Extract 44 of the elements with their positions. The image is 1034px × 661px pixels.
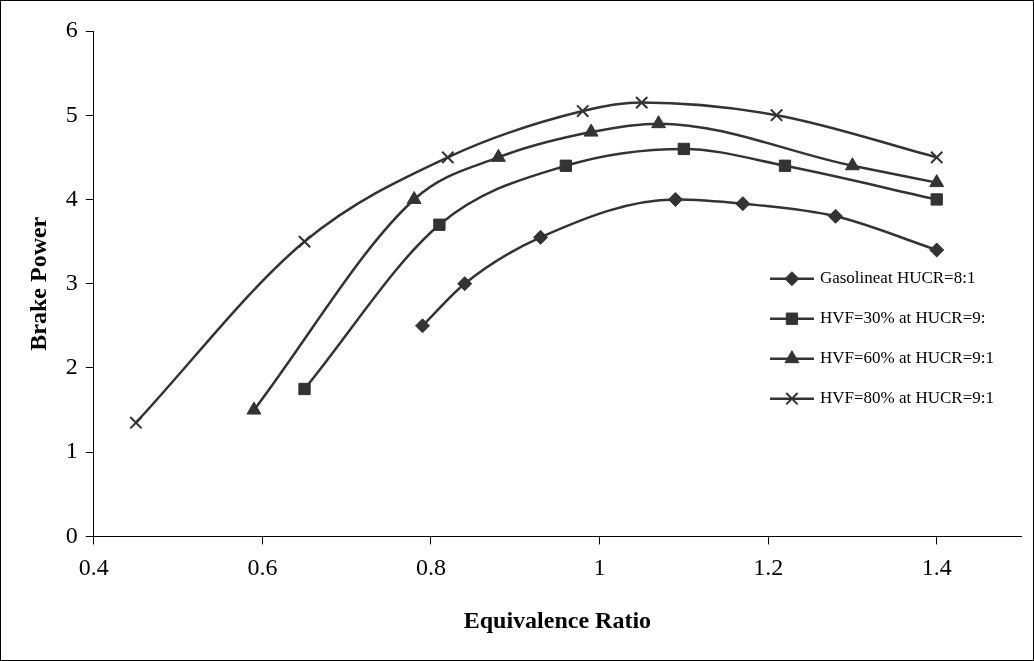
point xyxy=(415,318,431,334)
x-tick-label: 1.2 xyxy=(753,554,784,581)
x-tick-label: 1 xyxy=(593,554,606,581)
point xyxy=(778,159,792,172)
point xyxy=(930,193,943,206)
y-axis-title: Brake Power xyxy=(24,216,51,351)
point xyxy=(533,229,549,245)
point xyxy=(576,104,590,118)
point xyxy=(297,234,312,249)
legend-label: HVF=30% at HUCR=9: xyxy=(819,308,986,328)
point xyxy=(929,174,945,188)
y-tick-label: 2 xyxy=(65,353,78,380)
point xyxy=(457,276,473,292)
point xyxy=(735,196,751,212)
y-tick-label: 1 xyxy=(65,437,78,464)
legend-label: HVF=80% at HUCR=9:1 xyxy=(819,388,995,408)
y-tick-label: 5 xyxy=(65,100,78,127)
point xyxy=(559,159,572,172)
point xyxy=(930,150,944,165)
point xyxy=(677,142,690,156)
legend-label: HVF=60% at HUCR=9:1 xyxy=(819,348,995,368)
point xyxy=(828,208,844,224)
y-tick-label: 0 xyxy=(65,521,78,548)
point xyxy=(667,191,683,207)
x-tick-label: 0.8 xyxy=(415,554,446,581)
y-tick-label: 6 xyxy=(65,16,78,43)
point xyxy=(929,242,945,258)
x-tick-label: 1.4 xyxy=(921,554,952,581)
point xyxy=(651,115,666,129)
x-tick-label: 0.6 xyxy=(247,554,278,581)
point xyxy=(769,108,784,122)
legend-label: Gasolineat HUCR=8:1 xyxy=(819,268,976,288)
point xyxy=(490,148,506,162)
x-tick-label: 0.4 xyxy=(78,554,109,581)
point xyxy=(129,416,143,430)
point xyxy=(441,150,455,165)
y-tick-label: 4 xyxy=(65,184,78,211)
point xyxy=(844,157,860,171)
point xyxy=(298,382,311,396)
point xyxy=(583,123,599,137)
y-tick-label: 3 xyxy=(65,269,78,295)
point xyxy=(433,218,446,231)
x-axis-title: Equivalence Ratio xyxy=(463,606,652,633)
point xyxy=(635,95,649,110)
